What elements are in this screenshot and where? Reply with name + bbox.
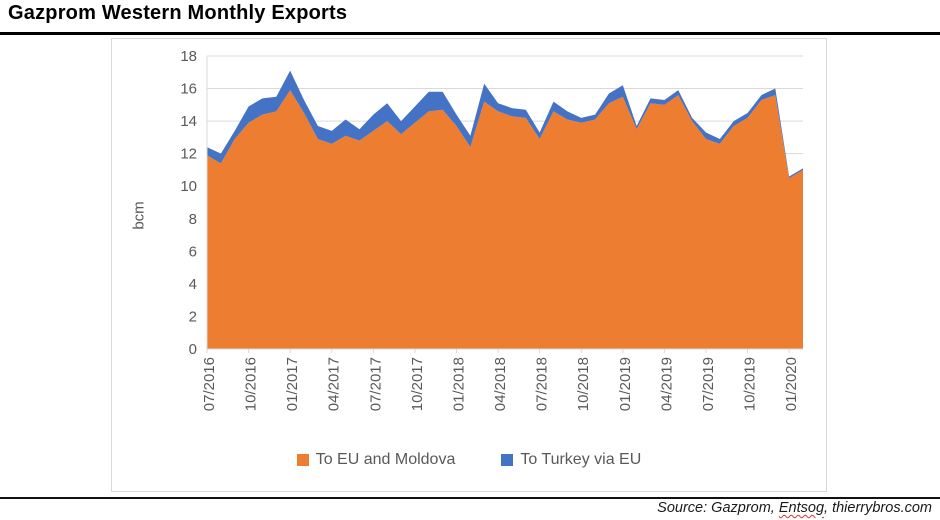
page-title: Gazprom Western Monthly Exports — [8, 2, 348, 24]
stacked-area-chart: 0 2 4 6 8 10 12 14 16 18 07/2016 10/2016 01/2017 04/2… — [180, 48, 803, 411]
x-tick-label: 07/2017 — [367, 357, 384, 411]
legend-item-eu-moldova: To EU and Moldova — [296, 451, 456, 469]
y-tick-label: 14 — [180, 113, 197, 130]
source-note: Source: Gazprom, Entsog, thierrybros.com — [657, 500, 932, 516]
y-tick-label: 2 — [189, 308, 197, 325]
x-tick-label: 10/2019 — [742, 357, 759, 411]
x-tick-label: 04/2018 — [492, 357, 509, 411]
x-tick-label: 01/2020 — [783, 357, 800, 411]
title-rule — [0, 32, 940, 35]
source-prefix: Source: Gazprom, — [657, 500, 779, 516]
x-tick-label: 04/2017 — [326, 357, 343, 411]
bottom-rule — [0, 497, 940, 499]
y-tick-label: 0 — [189, 341, 197, 358]
x-tick-label: 01/2019 — [617, 357, 634, 411]
x-tick-label: 04/2019 — [658, 357, 675, 411]
legend-label-turkey: To Turkey via EU — [520, 451, 642, 468]
x-tick-label: 01/2018 — [450, 357, 467, 411]
y-tick-label: 18 — [180, 48, 197, 65]
x-tick-label: 07/2016 — [201, 357, 218, 411]
y-tick-label: 10 — [180, 178, 197, 195]
y-tick-label: 16 — [180, 81, 197, 98]
x-tick-label: 10/2017 — [409, 357, 426, 411]
x-tick-label: 10/2016 — [243, 357, 260, 411]
y-axis-title: bcm — [130, 201, 148, 230]
legend-label-eu-moldova: To EU and Moldova — [315, 451, 456, 468]
source-word-entsog: Entsog — [778, 500, 825, 516]
legend-item-turkey: To Turkey via EU — [501, 451, 641, 469]
chart-container: 0 2 4 6 8 10 12 14 16 18 07/2016 10/2016 01/2017 04/2… — [111, 38, 827, 492]
y-tick-label: 12 — [180, 146, 197, 163]
y-tick-label: 6 — [189, 243, 197, 260]
area-to-eu-and-moldova — [207, 90, 803, 349]
y-tick-label: 4 — [189, 276, 197, 293]
x-tick-label: 10/2018 — [575, 357, 592, 411]
x-tick-label: 07/2019 — [700, 357, 717, 411]
legend-swatch-orange — [296, 454, 309, 466]
legend-swatch-blue — [501, 454, 514, 466]
legend: To EU and Moldova To Turkey via EU — [112, 451, 826, 469]
x-tick-label: 07/2018 — [534, 357, 551, 411]
source-suffix: , thierrybros.com — [824, 500, 932, 516]
y-tick-label: 8 — [189, 211, 197, 228]
x-tick-label: 01/2017 — [284, 357, 301, 411]
